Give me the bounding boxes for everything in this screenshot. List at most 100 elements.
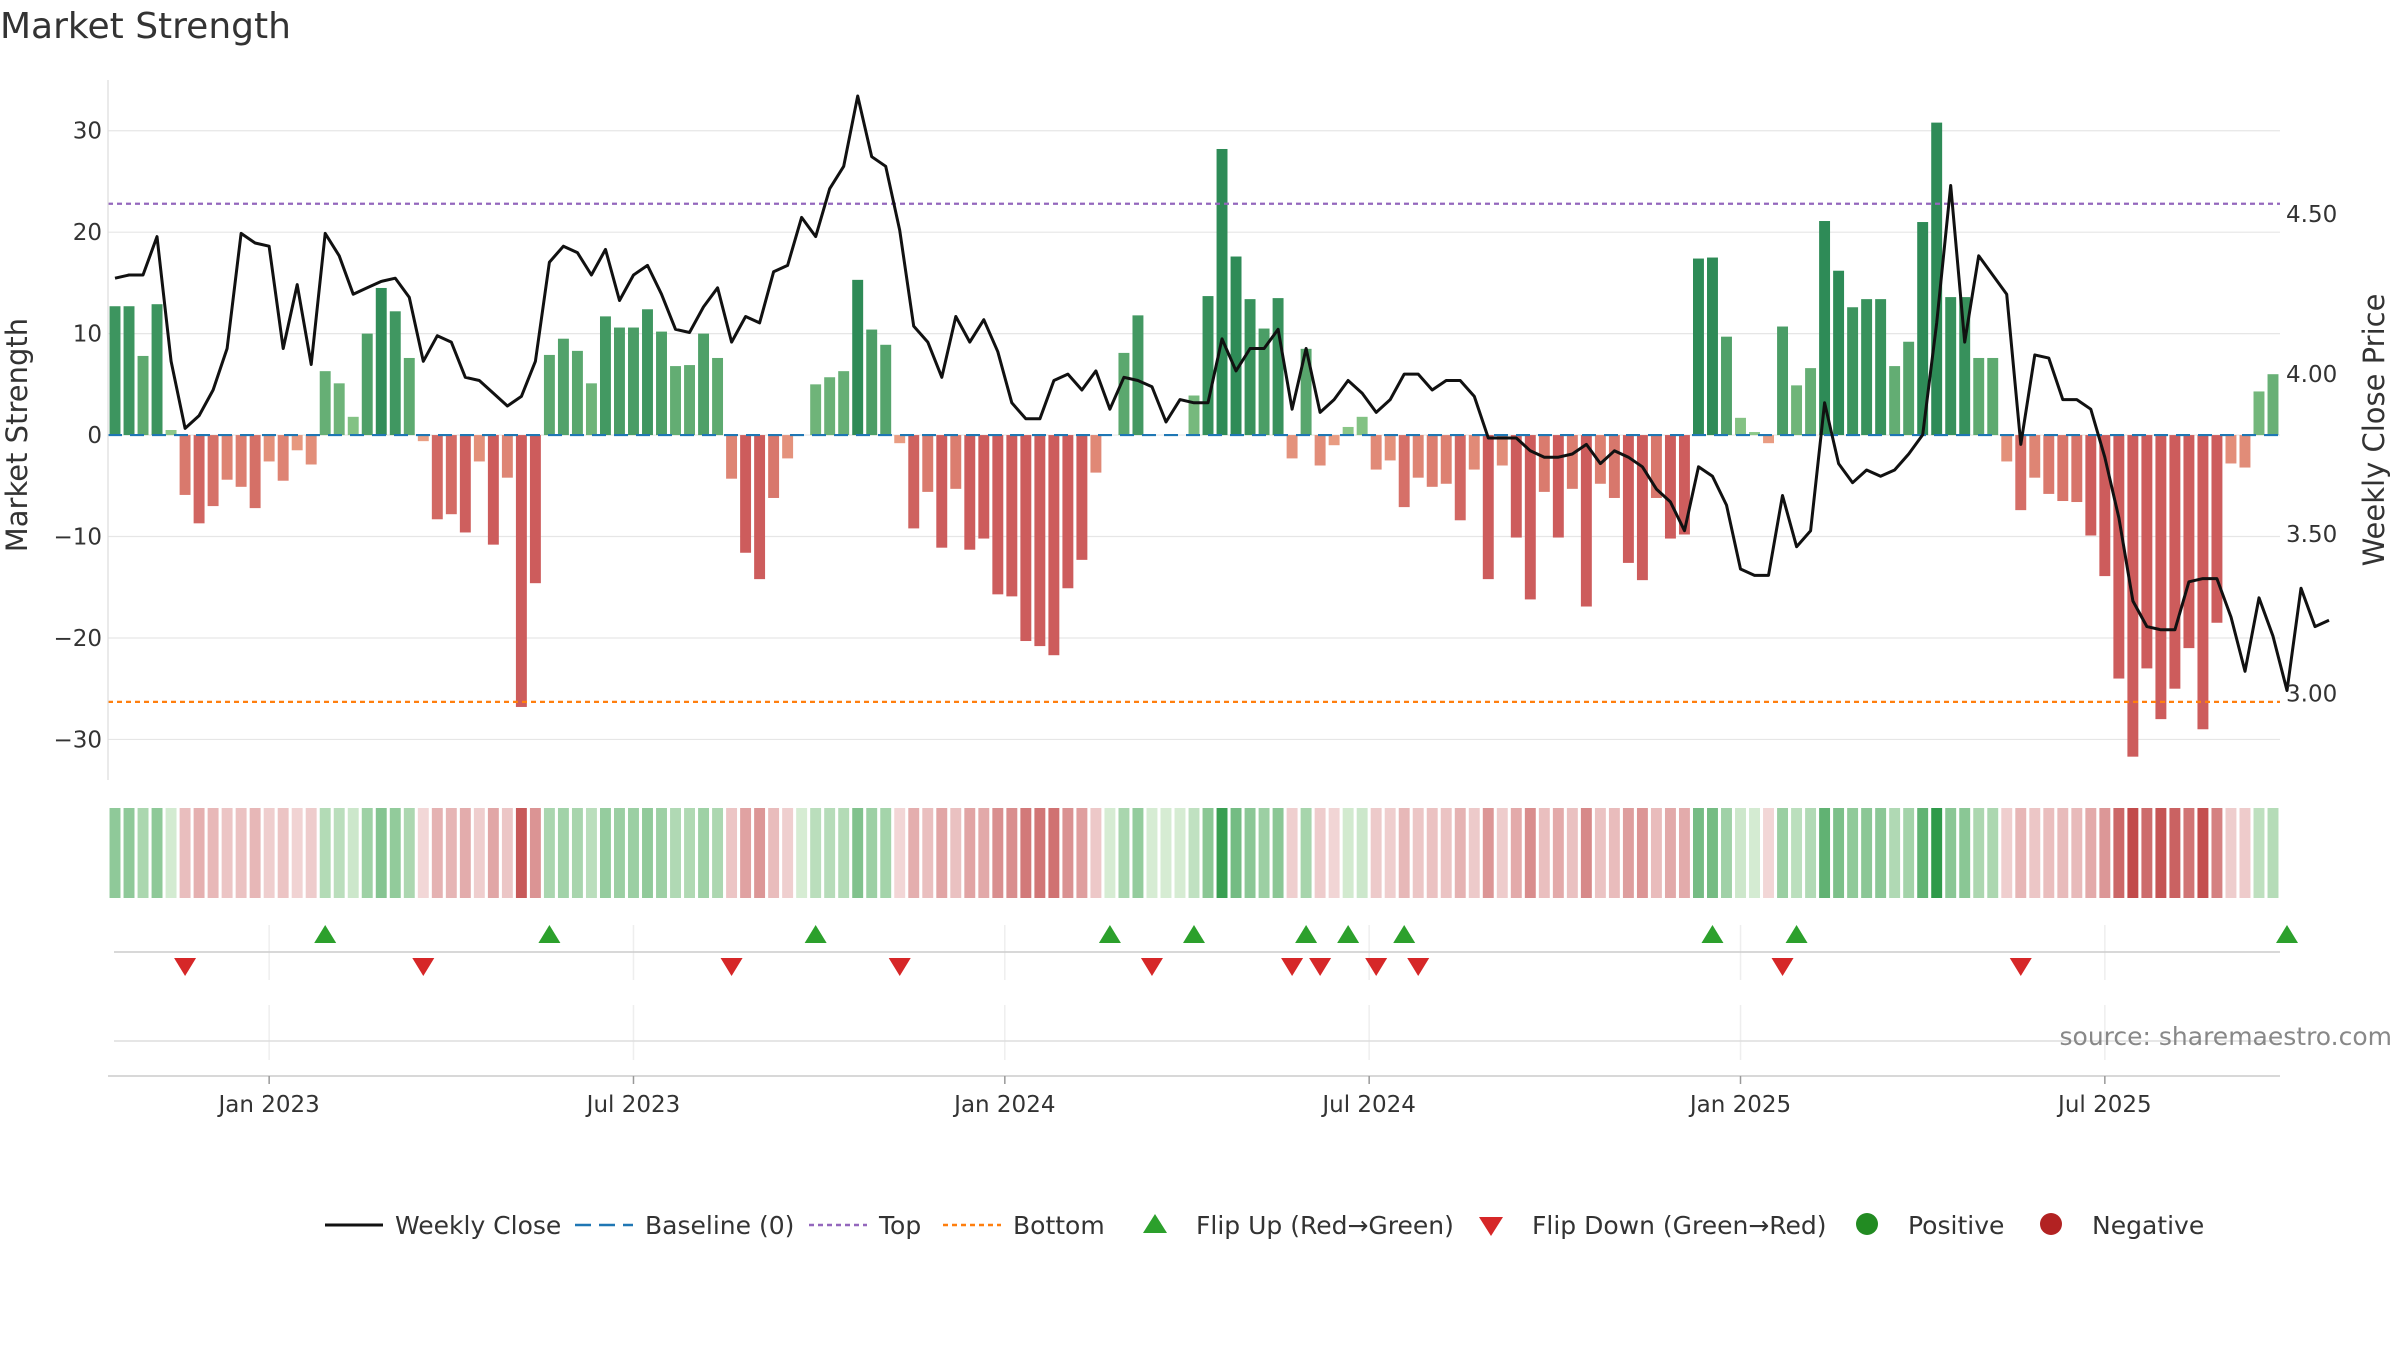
heat-cell — [1356, 808, 1368, 898]
heat-cell — [1174, 808, 1186, 898]
strength-bar — [361, 333, 373, 436]
strength-bar — [1496, 435, 1508, 466]
heat-cell — [614, 808, 625, 898]
strength-bar — [1805, 368, 1817, 436]
strength-bar — [2043, 435, 2055, 494]
strength-bar — [431, 435, 443, 520]
strength-bar — [1903, 341, 1915, 436]
heat-cell — [1370, 808, 1382, 898]
strength-bar — [557, 338, 569, 436]
heat-cell — [403, 808, 415, 898]
heat-cell — [866, 808, 878, 898]
strength-bar — [2099, 435, 2111, 577]
heat-cell — [165, 808, 177, 898]
strength-bar — [1707, 257, 1718, 436]
strength-bar — [1833, 270, 1845, 436]
heat-cell — [1987, 808, 1999, 898]
heat-cell — [796, 808, 808, 898]
heat-cell — [2085, 808, 2097, 898]
strength-bar — [1917, 222, 1929, 436]
strength-bar — [1945, 297, 1957, 436]
heat-cell — [1594, 808, 1606, 898]
strength-bar — [473, 435, 485, 462]
strength-bar — [1847, 307, 1859, 436]
heat-cell — [1188, 808, 1200, 898]
heat-cell — [782, 808, 794, 898]
strength-bar — [1959, 297, 1971, 436]
reference-lines — [108, 202, 2280, 703]
legend-label-weekly-close: Weekly Close — [395, 1211, 561, 1240]
strength-bar — [1763, 435, 1774, 444]
heat-cell — [1735, 808, 1746, 898]
strength-bar — [628, 327, 639, 436]
strength-bar — [1426, 435, 1438, 487]
strength-bar — [151, 304, 163, 436]
flip-down-marker — [888, 958, 911, 976]
heat-cell — [1959, 808, 1971, 898]
heat-cell — [1034, 808, 1046, 898]
heat-cell — [1580, 808, 1592, 898]
strength-bar — [389, 311, 401, 436]
heat-cell — [1650, 808, 1662, 898]
x-tick-label: Jul 2023 — [585, 1092, 681, 1118]
heat-cell — [1917, 808, 1929, 898]
strength-bar — [2225, 435, 2237, 464]
strength-bar — [1342, 426, 1354, 436]
heat-cell — [277, 808, 289, 898]
strength-bar — [1286, 435, 1298, 459]
strength-bar — [2169, 435, 2181, 689]
strength-bar — [501, 435, 513, 478]
heat-cell — [1819, 808, 1831, 898]
heat-cell — [2029, 808, 2041, 898]
y-axis-title: Market Strength — [0, 318, 34, 552]
strength-bar — [2211, 435, 2223, 623]
flip-markers-panel — [114, 925, 2299, 1060]
strength-bar — [1454, 435, 1466, 521]
legend-label-top: Top — [878, 1211, 921, 1240]
y2-tick-label: 3.50 — [2286, 522, 2337, 548]
strength-bar — [1987, 357, 1999, 436]
strength-bar — [950, 435, 962, 489]
heat-cell — [221, 808, 233, 898]
legend-swatch-flip-up — [1143, 1214, 1167, 1233]
strength-bar — [1650, 435, 1662, 498]
heat-cell — [1664, 808, 1676, 898]
x-tick-label: Jan 2023 — [216, 1092, 319, 1118]
strength-bar — [852, 279, 864, 436]
strength-bar — [740, 435, 752, 553]
strength-bar — [305, 435, 317, 465]
strength-bar — [1328, 435, 1340, 446]
heat-cell — [1763, 808, 1774, 898]
strength-bar — [1482, 435, 1494, 580]
strength-bar — [1510, 435, 1522, 538]
flip-down-marker — [1309, 958, 1332, 976]
legend-item-negative: Negative — [2040, 1211, 2204, 1240]
strength-bar — [221, 435, 233, 480]
flip-up-marker — [1183, 925, 1205, 943]
heat-cell — [1216, 808, 1228, 898]
heat-cell — [880, 808, 892, 898]
flip-down-marker — [174, 958, 197, 976]
strength-bar — [2197, 435, 2209, 730]
y2-tick-label: 4.50 — [2286, 202, 2337, 228]
heat-cell — [473, 808, 485, 898]
x-axis: Jan 2023 Jul 2023 Jan 2024 Jul 2024 Jan 2025… — [108, 1075, 2280, 1118]
strength-bar — [1594, 435, 1606, 484]
y-tick-label: 20 — [73, 220, 102, 246]
strength-bar — [2029, 435, 2041, 478]
heat-cell — [557, 808, 569, 898]
strength-bar — [319, 371, 331, 436]
heat-cell — [109, 808, 121, 898]
heat-cell — [1847, 808, 1859, 898]
y2-axis-title: Weekly Close Price — [2357, 294, 2391, 567]
legend-item-bottom: Bottom — [943, 1211, 1105, 1240]
strength-bar — [1749, 432, 1760, 436]
heat-cell — [2253, 808, 2265, 898]
flip-down-marker — [1771, 958, 1794, 976]
heat-cell — [1889, 808, 1901, 898]
strength-bar — [908, 435, 920, 529]
legend-item-weekly-close: Weekly Close — [325, 1211, 561, 1240]
strength-bar — [2071, 435, 2083, 503]
heat-cell — [1090, 808, 1102, 898]
